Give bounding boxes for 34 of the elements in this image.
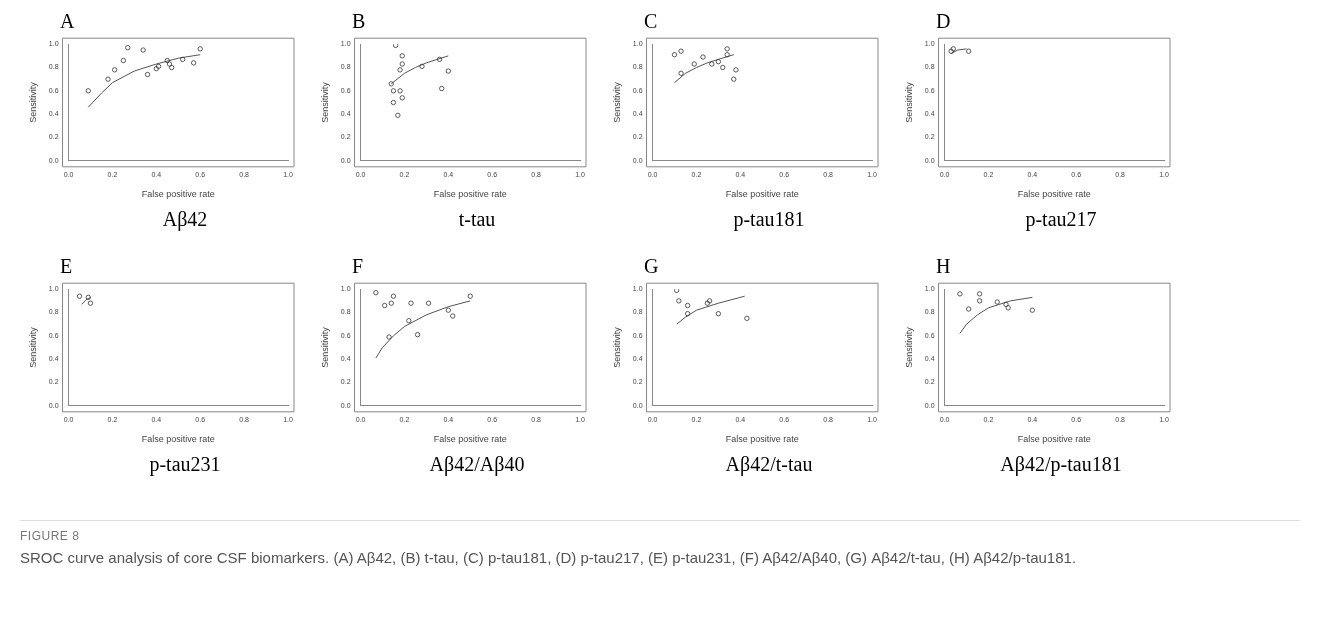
y-axis-title: Sensitivity [611,326,622,368]
x-axis-title: False positive rate [725,189,799,200]
x-axis-title: False positive rate [141,434,215,445]
text: t-tau [457,208,497,231]
chart-title: F [352,255,364,278]
x-axis-title: False positive rate [1017,434,1091,445]
x-axis-title: False positive rate [725,434,799,445]
y-axis-title: Sensitivity [27,326,38,368]
chart-title: B [352,10,366,33]
chart-title: A [60,10,75,33]
x-axis-title: False positive rate [433,189,507,200]
text: SROC curve analysis of core CSF biomarkers. (A) Aβ42, (B) t-tau, (C) p-tau181, (D) p-tau217, (E) p-tau231, (F) Aβ42/Aβ40, (G) Aβ42/t-tau, (H) Aβ42/p-tau181. [20,549,1078,566]
y-axis-title: Sensitivity [903,81,914,123]
y-axis-title: Sensitivity [319,81,330,123]
y-axis-title: Sensitivity [319,326,330,368]
x-axis-title: False positive rate [433,434,507,445]
text: p-tau217 [1024,208,1098,231]
chart-title: G [644,255,659,278]
chart-title: H [936,255,951,278]
chart-title: E [60,255,73,278]
chart-title: D [936,10,951,33]
y-axis-title: Sensitivity [27,81,38,123]
x-axis-title: False positive rate [1017,189,1091,200]
text: Aβ42/Aβ40 [428,453,526,476]
text: Aβ42/t-tau [724,453,814,476]
x-axis-title: False positive rate [141,189,215,200]
chart-title: C [644,10,658,33]
y-axis-title: Sensitivity [903,326,914,368]
text: Aβ42/p-tau181 [999,453,1123,476]
text: p-tau231 [148,453,222,476]
text: p-tau181 [732,208,806,231]
text: FIGURE 8 [20,529,81,543]
text: Aβ42 [161,208,209,231]
y-axis-title: Sensitivity [611,81,622,123]
